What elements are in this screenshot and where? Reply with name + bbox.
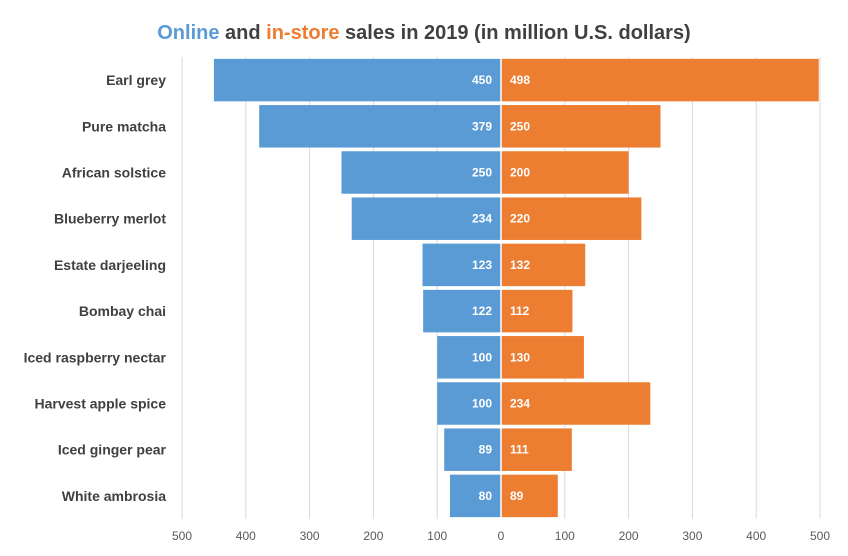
x-tick-label: 100 <box>427 529 447 543</box>
in-store-bar <box>501 289 573 333</box>
online-bar <box>444 428 501 471</box>
category-label: Iced raspberry nectar <box>24 349 167 365</box>
category-label: Pure matcha <box>82 118 166 134</box>
in-store-bar <box>501 382 651 425</box>
x-tick-label: 200 <box>619 529 639 543</box>
in-store-value-label: 132 <box>510 258 530 272</box>
x-tick-label: 100 <box>555 529 575 543</box>
online-value-label: 89 <box>479 443 493 457</box>
title-in-store: in-store <box>266 22 340 44</box>
online-bar <box>341 151 501 194</box>
x-tick-label: 400 <box>746 529 766 543</box>
in-store-bar <box>501 428 572 471</box>
title-online: Online <box>157 22 220 44</box>
online-bar <box>423 289 501 333</box>
online-value-label: 100 <box>472 350 492 364</box>
x-tick-label: 500 <box>810 529 830 543</box>
in-store-value-label: 220 <box>510 212 530 226</box>
online-value-label: 450 <box>472 73 492 87</box>
x-tick-labels: 500 400 300 200 100 0 100 200 300 400 500 <box>172 529 830 543</box>
online-bar <box>213 58 501 102</box>
online-value-label: 123 <box>472 258 492 272</box>
in-store-value-label: 250 <box>510 119 530 133</box>
in-store-value-label: 200 <box>510 166 530 180</box>
online-value-label: 100 <box>472 397 492 411</box>
in-store-bar <box>501 151 629 194</box>
data-labels: 450 498 379 250 250 200 234 220 123 132 122 112 100 1… <box>472 73 530 503</box>
online-value-label: 379 <box>472 119 492 133</box>
in-store-value-label: 112 <box>510 304 530 318</box>
category-label: African solstice <box>62 165 166 181</box>
category-label: Earl grey <box>106 72 166 88</box>
in-store-bar <box>501 243 586 287</box>
x-tick-label: 400 <box>236 529 256 543</box>
in-store-bar <box>501 197 642 240</box>
x-tick-label: 200 <box>363 529 383 543</box>
in-store-bar <box>501 474 558 518</box>
online-bar <box>437 382 501 425</box>
in-store-bar <box>501 105 661 148</box>
in-store-value-label: 111 <box>510 443 529 457</box>
category-label: Estate darjeeling <box>54 257 166 273</box>
bars <box>213 57 819 519</box>
in-store-bar <box>501 336 584 379</box>
online-bar <box>422 243 501 287</box>
category-label: Blueberry merlot <box>54 211 166 227</box>
category-label: Iced ginger pear <box>58 442 167 458</box>
online-bar <box>449 474 501 518</box>
category-label: Bombay chai <box>79 303 166 319</box>
in-store-value-label: 234 <box>510 397 530 411</box>
in-store-value-label: 89 <box>510 489 524 503</box>
online-value-label: 250 <box>472 166 492 180</box>
online-bar <box>437 336 501 379</box>
in-store-value-label: 130 <box>510 350 530 364</box>
category-label: White ambrosia <box>62 488 166 504</box>
x-tick-label: 0 <box>498 529 505 543</box>
title-rest: sales in 2019 (in million U.S. dollars) <box>339 22 691 44</box>
x-tick-label: 300 <box>682 529 702 543</box>
online-value-label: 122 <box>472 304 492 318</box>
in-store-bar <box>501 58 819 102</box>
online-bar <box>259 105 501 148</box>
in-store-value-label: 498 <box>510 73 530 87</box>
online-value-label: 80 <box>479 489 493 503</box>
online-value-label: 234 <box>472 212 492 226</box>
title-and: and <box>219 22 267 44</box>
category-label: Harvest apple spice <box>34 396 166 412</box>
category-labels: Earl grey Pure matcha African solstice Blue… <box>24 72 167 504</box>
online-bar <box>351 197 501 240</box>
chart-title: Online and in-store sales in 2019 (in mi… <box>0 22 848 45</box>
x-tick-label: 500 <box>172 529 192 543</box>
x-tick-label: 300 <box>300 529 320 543</box>
